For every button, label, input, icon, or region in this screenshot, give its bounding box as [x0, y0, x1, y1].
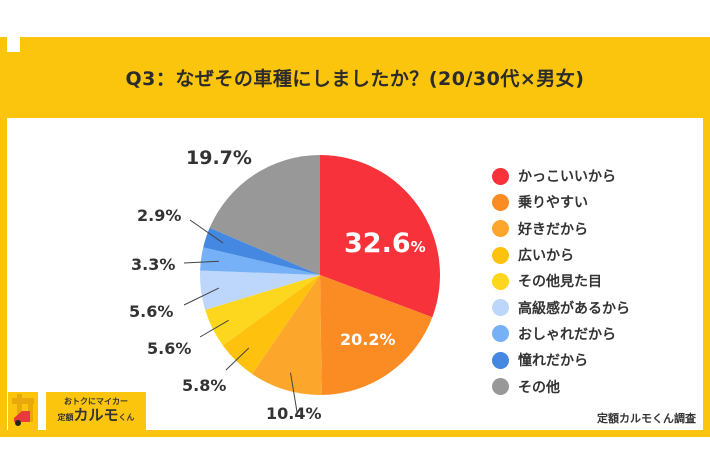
- legend: かっこいいから 乗りやすい好きだから広いからその他見た目高級感があるから おしゃれだ…: [492, 163, 630, 400]
- slice-label-sonota-mitame: 5.6%: [147, 339, 192, 358]
- logo-tagline: おトクにマイカー: [64, 397, 128, 406]
- legend-label: その他: [518, 379, 560, 396]
- pie-slice-2: [252, 275, 322, 395]
- pie-slice-4: [205, 275, 320, 346]
- slice-label-noriyasui: 20.2%: [340, 330, 396, 349]
- slice-label-akogare: 2.9%: [137, 206, 182, 225]
- frame-notch: [7, 37, 20, 52]
- legend-label: おしゃれだから: [518, 326, 616, 343]
- legend-item: 憧れだから: [492, 347, 630, 373]
- legend-swatch-icon: [492, 378, 509, 396]
- legend-label: 乗りやすい: [518, 195, 588, 212]
- legend-swatch-icon: [492, 220, 509, 238]
- slice-label-hiroi: 5.8%: [182, 376, 227, 395]
- leader-line-2: [290, 372, 298, 413]
- legend-item: 乗りやすい: [492, 189, 630, 215]
- legend-label: その他見た目: [518, 274, 602, 291]
- pie-slice-8: [209, 155, 320, 275]
- survey-credit: 定額カルモくん調査: [597, 412, 696, 425]
- slice-label-kakkoii: 32.6%: [344, 228, 426, 259]
- slice-label-suki: 10.4%: [266, 404, 322, 423]
- leader-line-3: [225, 347, 250, 371]
- leader-line-5: [183, 287, 220, 306]
- legend-label: 高級感があるから: [518, 300, 630, 317]
- leader-line-7: [189, 219, 224, 244]
- leader-line-6: [183, 260, 219, 264]
- pie-slice-7: [203, 227, 320, 275]
- legend-swatch-icon: [492, 167, 509, 185]
- slice-label-kokyu: 5.6%: [129, 302, 174, 321]
- chart-title: Q3：なぜその車種にしましたか？(20/30代×男女): [125, 68, 585, 90]
- legend-swatch-icon: [492, 325, 509, 343]
- legend-swatch-icon: [492, 299, 509, 317]
- logo: おトクにマイカー 定額カルモくん: [8, 392, 148, 430]
- legend-swatch-icon: [492, 246, 509, 264]
- leader-line-4: [199, 319, 229, 338]
- legend-swatch-icon: [492, 351, 509, 369]
- pie-slice-0: [320, 155, 441, 318]
- logo-car-icon: [8, 392, 38, 430]
- legend-label: 広いから: [518, 248, 574, 265]
- legend-item: その他: [492, 373, 630, 399]
- pie-slice-5: [200, 270, 320, 310]
- legend-item: その他見た目: [492, 268, 630, 294]
- legend-label: 憧れだから: [518, 353, 588, 370]
- legend-item: 好きだから: [492, 216, 630, 242]
- pie-slice-6: [200, 247, 320, 275]
- legend-item: 高級感があるから: [492, 294, 630, 320]
- legend-item: おしゃれだから: [492, 321, 630, 347]
- pie-slice-1: [320, 275, 433, 395]
- slice-label-sonota: 19.7%: [186, 147, 252, 169]
- slice-label-oshare: 3.3%: [131, 255, 176, 274]
- legend-label: かっこいいから: [518, 169, 616, 186]
- legend-item: 広いから: [492, 242, 630, 268]
- legend-item: かっこいいから: [492, 163, 630, 189]
- legend-swatch-icon: [492, 272, 509, 290]
- legend-label: 好きだから: [518, 221, 588, 238]
- legend-swatch-icon: [492, 193, 509, 211]
- logo-name: 定額カルモくん: [57, 406, 135, 424]
